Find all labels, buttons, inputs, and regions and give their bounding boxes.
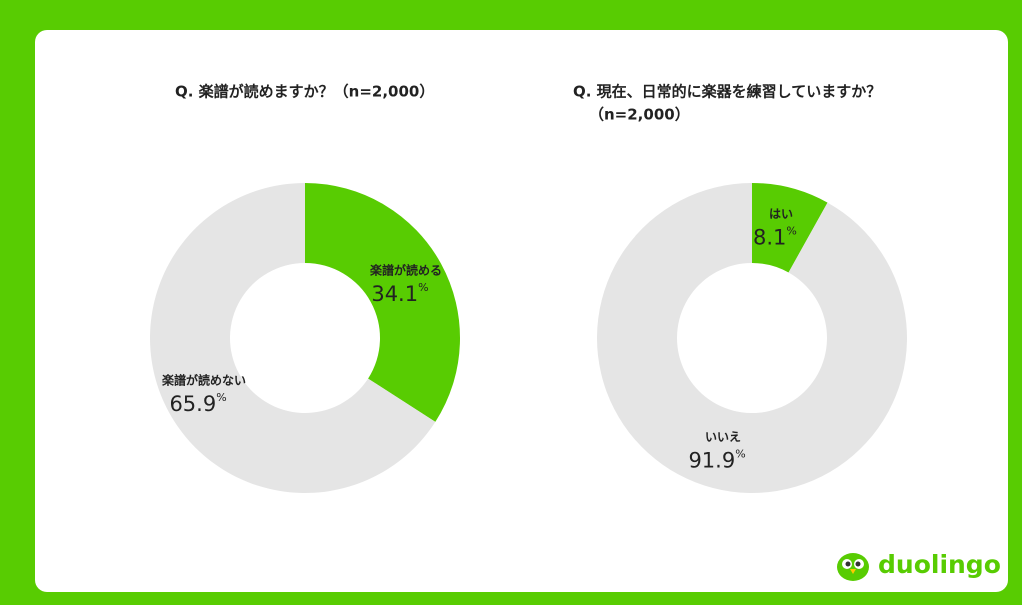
donut-slice	[149, 183, 436, 494]
unit: %	[418, 281, 428, 294]
value: 65.9	[169, 392, 216, 416]
unit: %	[735, 447, 745, 460]
value: 34.1	[371, 282, 418, 306]
donut-slice	[752, 183, 828, 273]
chart-title: （n=2,000）	[589, 106, 690, 124]
slice-category: 楽譜が読めない	[162, 373, 246, 388]
slice-value-label: 65.9%	[169, 391, 226, 416]
donut-slice	[596, 183, 907, 493]
logo: duolingo	[878, 550, 1001, 579]
slice-value-label: 91.9%	[688, 447, 745, 472]
chart-title: Q. 楽譜が読めますか？（n=2,000）	[175, 83, 434, 101]
unit: %	[786, 225, 796, 238]
chart-title: Q. 現在、日常的に楽器を練習していますか？	[573, 83, 881, 101]
slice-category: 楽譜が読める	[370, 262, 442, 277]
unit: %	[216, 391, 226, 404]
logo-icon	[837, 553, 869, 581]
value: 91.9	[688, 448, 735, 472]
slice-value-label: 34.1%	[371, 281, 428, 306]
slice-category: はい	[769, 207, 793, 221]
value: 8.1	[753, 226, 786, 250]
slice-category: いいえ	[705, 430, 741, 444]
slice-value-label: 8.1%	[753, 225, 797, 250]
donut-slice	[305, 183, 460, 422]
